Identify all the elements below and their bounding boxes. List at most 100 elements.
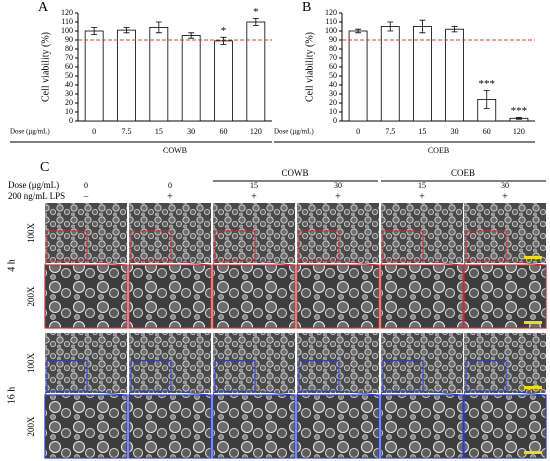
x-tick-label: 15 xyxy=(418,127,426,136)
zoom-connector xyxy=(212,390,296,396)
zoom-box xyxy=(214,230,256,262)
error-bar xyxy=(515,117,522,120)
bar xyxy=(445,28,464,122)
column-dose: 30 xyxy=(334,181,342,190)
y-tick-label: 60 xyxy=(65,62,73,71)
error-bar xyxy=(387,21,394,32)
column-lps: − xyxy=(83,191,89,202)
y-tick-label: 70 xyxy=(329,53,337,62)
x-tick-label: 15 xyxy=(155,127,163,136)
zoom-box xyxy=(298,360,340,392)
zoom-box xyxy=(46,360,88,392)
micrograph xyxy=(129,203,211,263)
column-lps: + xyxy=(167,191,173,202)
scale-bar xyxy=(524,256,542,259)
bar xyxy=(380,26,400,122)
micrograph xyxy=(45,333,127,393)
x-tick-label: 60 xyxy=(220,127,228,136)
zoom-box xyxy=(130,230,172,262)
micrograph xyxy=(463,264,547,329)
dose-label: Dose (μg/mL) xyxy=(8,180,59,190)
y-tick-label: 50 xyxy=(65,71,73,80)
zoom-box xyxy=(465,360,507,392)
x-tick-label: 7.5 xyxy=(122,127,132,136)
y-tick-label: 50 xyxy=(329,71,337,80)
lps-label: 200 ng/mL LPS xyxy=(8,191,65,201)
zoom-connector xyxy=(380,260,464,266)
bar xyxy=(117,29,136,122)
error-bar xyxy=(155,21,162,34)
bar xyxy=(214,40,233,122)
panel-label: C xyxy=(40,160,49,175)
error-bar xyxy=(419,19,426,34)
y-tick-label: 0 xyxy=(69,116,73,125)
panel-label: B xyxy=(302,0,311,15)
error-bar xyxy=(123,27,130,34)
zoom-connector xyxy=(44,260,128,266)
error-bar xyxy=(355,28,362,34)
y-tick-label: 100 xyxy=(61,26,73,35)
micrograph xyxy=(213,203,295,263)
error-bar xyxy=(220,36,227,45)
significance-mark: *** xyxy=(511,105,528,117)
bar xyxy=(149,26,169,122)
column-dose: 15 xyxy=(418,181,426,190)
micrograph xyxy=(213,333,295,393)
micrograph xyxy=(44,394,128,459)
error-bar xyxy=(252,18,259,26)
group-label: COWB xyxy=(282,168,309,178)
micrograph xyxy=(212,264,296,329)
group-label: COEB xyxy=(428,146,449,155)
y-tick-label: 80 xyxy=(329,44,337,53)
bar xyxy=(246,21,266,122)
y-tick-label: 60 xyxy=(329,62,337,71)
zoom-box xyxy=(214,360,256,392)
x-tick-label: 30 xyxy=(451,127,459,136)
y-tick-label: 30 xyxy=(65,89,73,98)
micrograph xyxy=(296,264,380,329)
micrograph xyxy=(464,203,546,263)
bar xyxy=(348,30,368,122)
magnification-label: 100X xyxy=(26,223,36,244)
y-tick-label: 70 xyxy=(65,53,73,62)
y-tick-label: 40 xyxy=(65,80,73,89)
y-tick-label: 30 xyxy=(329,89,337,98)
x-tick-label: 0 xyxy=(356,127,360,136)
error-bar xyxy=(483,90,490,109)
scale-bar xyxy=(524,451,542,454)
y-tick-label: 120 xyxy=(61,8,73,17)
column-dose: 0 xyxy=(84,181,88,190)
bar xyxy=(413,26,432,122)
zoom-connector xyxy=(128,390,212,396)
micrograph xyxy=(463,394,547,459)
zoom-box xyxy=(382,360,424,392)
time-label: 16 h xyxy=(6,387,17,405)
x-tick-label: 120 xyxy=(250,127,262,136)
micrograph xyxy=(380,264,464,329)
y-axis-label: Cell viability (%) xyxy=(304,32,315,102)
column-dose: 15 xyxy=(250,181,258,190)
y-tick-label: 0 xyxy=(333,116,337,125)
x-axis-label: Dose (μg/mL) xyxy=(274,128,314,136)
micrograph xyxy=(128,264,212,329)
micrograph xyxy=(128,394,212,459)
micrograph xyxy=(129,333,211,393)
zoom-connector xyxy=(44,390,128,396)
micrograph xyxy=(212,394,296,459)
column-dose: 30 xyxy=(501,181,509,190)
column-lps: + xyxy=(335,191,341,202)
bar xyxy=(84,30,104,122)
zoom-connector xyxy=(128,260,212,266)
column-dose: 0 xyxy=(168,181,172,190)
y-tick-label: 120 xyxy=(325,8,337,17)
zoom-connector xyxy=(380,390,464,396)
y-tick-label: 100 xyxy=(325,26,337,35)
y-tick-label: 20 xyxy=(329,98,337,107)
group-label: COWB xyxy=(163,146,187,155)
error-bar xyxy=(91,27,98,35)
y-tick-label: 10 xyxy=(329,107,337,116)
zoom-box xyxy=(298,230,340,262)
y-tick-label: 90 xyxy=(65,35,73,44)
micrograph xyxy=(381,333,463,393)
panel-label: A xyxy=(38,0,49,15)
